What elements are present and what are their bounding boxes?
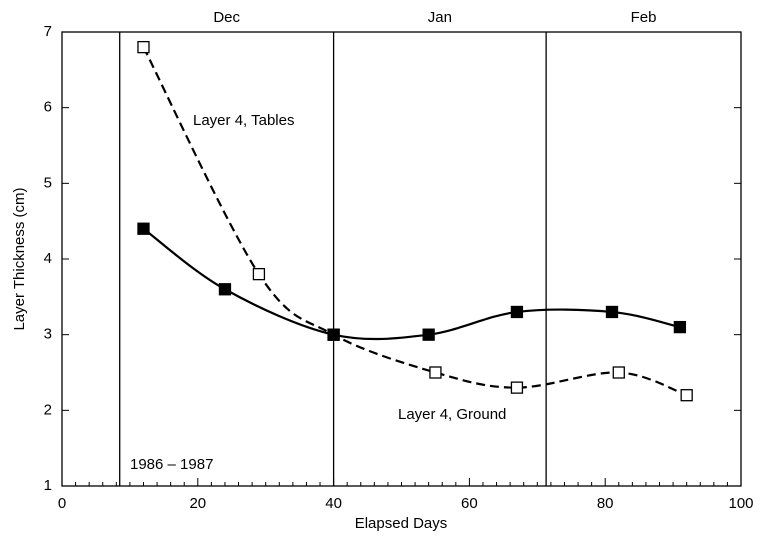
- marker: [605, 305, 619, 319]
- marker: [422, 328, 435, 341]
- month-label: Feb: [631, 9, 657, 26]
- marker: [673, 320, 687, 334]
- marker: [252, 267, 266, 281]
- x-tick-label: 20: [189, 495, 206, 512]
- x-tick-label: 0: [58, 495, 66, 512]
- marker: [680, 389, 693, 402]
- x-tick-label: 80: [597, 495, 614, 512]
- marker: [137, 222, 150, 235]
- marker: [429, 366, 442, 379]
- x-tick-label: 100: [728, 495, 753, 512]
- x-tick-label: 60: [461, 495, 478, 512]
- annotation: Layer 4, Tables: [193, 112, 294, 129]
- y-tick-label: 2: [44, 401, 52, 418]
- marker: [218, 283, 232, 296]
- marker: [327, 328, 340, 341]
- marker: [510, 381, 524, 394]
- y-tick-label: 5: [44, 174, 52, 191]
- y-tick-label: 3: [44, 326, 52, 343]
- y-tick-label: 7: [44, 23, 52, 40]
- x-axis-label: Elapsed Days: [355, 515, 448, 532]
- month-label: Dec: [213, 9, 240, 26]
- x-tick-label: 40: [325, 495, 342, 512]
- y-tick-label: 1: [44, 477, 52, 494]
- annotation: Layer 4, Ground: [398, 406, 506, 423]
- marker: [510, 305, 524, 319]
- annotation: 1986 – 1987: [130, 456, 213, 473]
- y-tick-label: 6: [44, 99, 52, 116]
- series-line: [142, 46, 688, 397]
- month-label: Jan: [428, 9, 452, 26]
- marker: [612, 366, 625, 379]
- y-tick-label: 4: [44, 250, 52, 267]
- marker: [137, 40, 150, 54]
- y-axis-label: Layer Thickness (cm): [11, 187, 28, 330]
